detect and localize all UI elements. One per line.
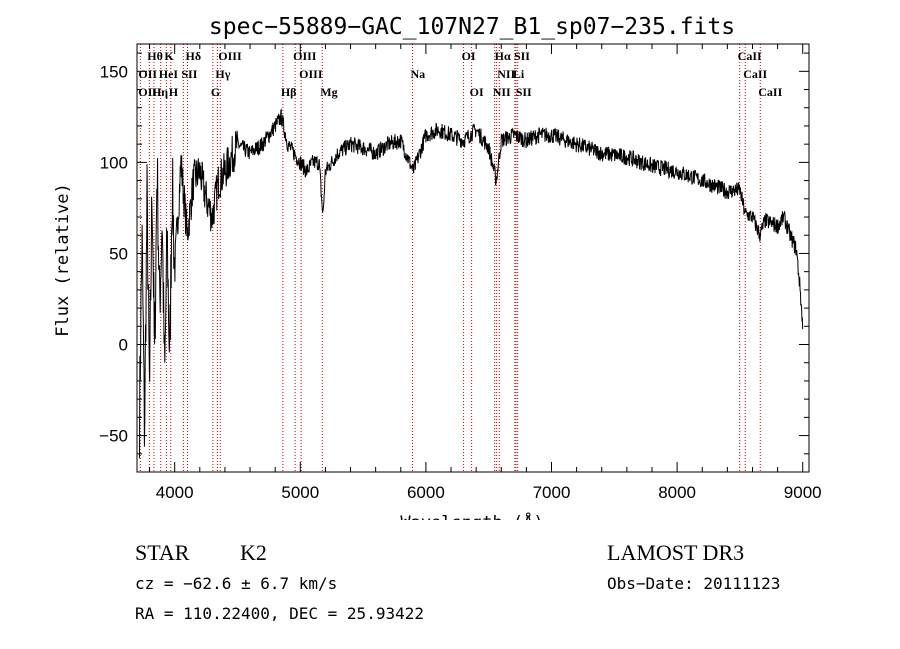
- spectral-line-label: Hθ: [147, 49, 163, 63]
- spectral-line-label: Hη: [152, 85, 168, 99]
- y-axis-label: Flux (relative): [53, 183, 73, 337]
- spectral-line-label: K: [164, 49, 174, 63]
- x-tick-label: 6000: [407, 483, 445, 502]
- object-class: STAR: [135, 540, 190, 565]
- observation-date: Obs−Date: 20111123: [607, 574, 781, 593]
- spectral-line-label: NII: [497, 67, 515, 81]
- spectrum-chart: spec−55889−GAC_107N27_B1_sp07−235.fits H…: [53, 14, 822, 520]
- y-tick-label: 100: [100, 153, 128, 172]
- spectral-line-label: Li: [513, 67, 525, 81]
- spectral-line-label: H: [169, 85, 179, 99]
- spectral-line-label: CaII: [758, 85, 782, 99]
- spectral-line-label: SII: [516, 85, 532, 99]
- plot-frame: [136, 43, 810, 473]
- y-tick-label: 150: [100, 62, 128, 81]
- spectral-line-label: OI: [470, 85, 484, 99]
- spectral-line-label: Na: [410, 67, 425, 81]
- x-tick-label: 8000: [658, 483, 696, 502]
- spectral-line-label: CaII: [738, 49, 762, 63]
- spectral-line-label: Hα: [495, 49, 511, 63]
- chart-title: spec−55889−GAC_107N27_B1_sp07−235.fits: [209, 14, 735, 40]
- spectral-line-label: Hδ: [185, 49, 201, 63]
- spectral-line-label: HeI: [159, 67, 179, 81]
- y-tick-label: −50: [99, 427, 128, 446]
- survey-name: LAMOST DR3: [607, 540, 745, 565]
- spectral-line-label: OII: [138, 85, 157, 99]
- spectral-line-markers: [139, 44, 761, 472]
- spectral-line-label: SII: [181, 67, 197, 81]
- spectrum-line: [139, 108, 804, 459]
- spectral-line-label: G: [211, 85, 220, 99]
- spectral-line-label: OI: [462, 49, 476, 63]
- spectral-line-label: NII: [493, 85, 511, 99]
- x-tick-label: 9000: [784, 483, 822, 502]
- subclass: K2: [240, 540, 267, 565]
- coordinates: RA = 110.22400, DEC = 25.93422: [135, 604, 424, 623]
- x-tick-label: 5000: [281, 483, 319, 502]
- y-tick-label: 50: [109, 244, 128, 263]
- spectral-line-label: Hβ: [281, 85, 297, 99]
- spectral-line-label: OII: [138, 67, 157, 81]
- spectral-line-label: OIII: [218, 49, 242, 63]
- axis-ticks: 4000 5000 6000 7000 8000 9000 −50 0 50 100 150: [99, 44, 822, 502]
- spectral-line-label: OIII: [293, 49, 317, 63]
- redshift-velocity: cz = −62.6 ± 6.7 km/s: [135, 574, 338, 593]
- y-tick-label: 0: [119, 336, 128, 355]
- spectral-line-label: CaII: [743, 67, 767, 81]
- x-tick-label: 7000: [533, 483, 571, 502]
- spectral-line-label: Hγ: [215, 67, 230, 81]
- spectral-line-label: Mg: [320, 85, 337, 99]
- spectral-line-label: SII: [514, 49, 530, 63]
- x-axis-label: Wavelength (Å): [400, 511, 543, 520]
- x-tick-label: 4000: [156, 483, 194, 502]
- spectral-line-label: OIII: [299, 67, 323, 81]
